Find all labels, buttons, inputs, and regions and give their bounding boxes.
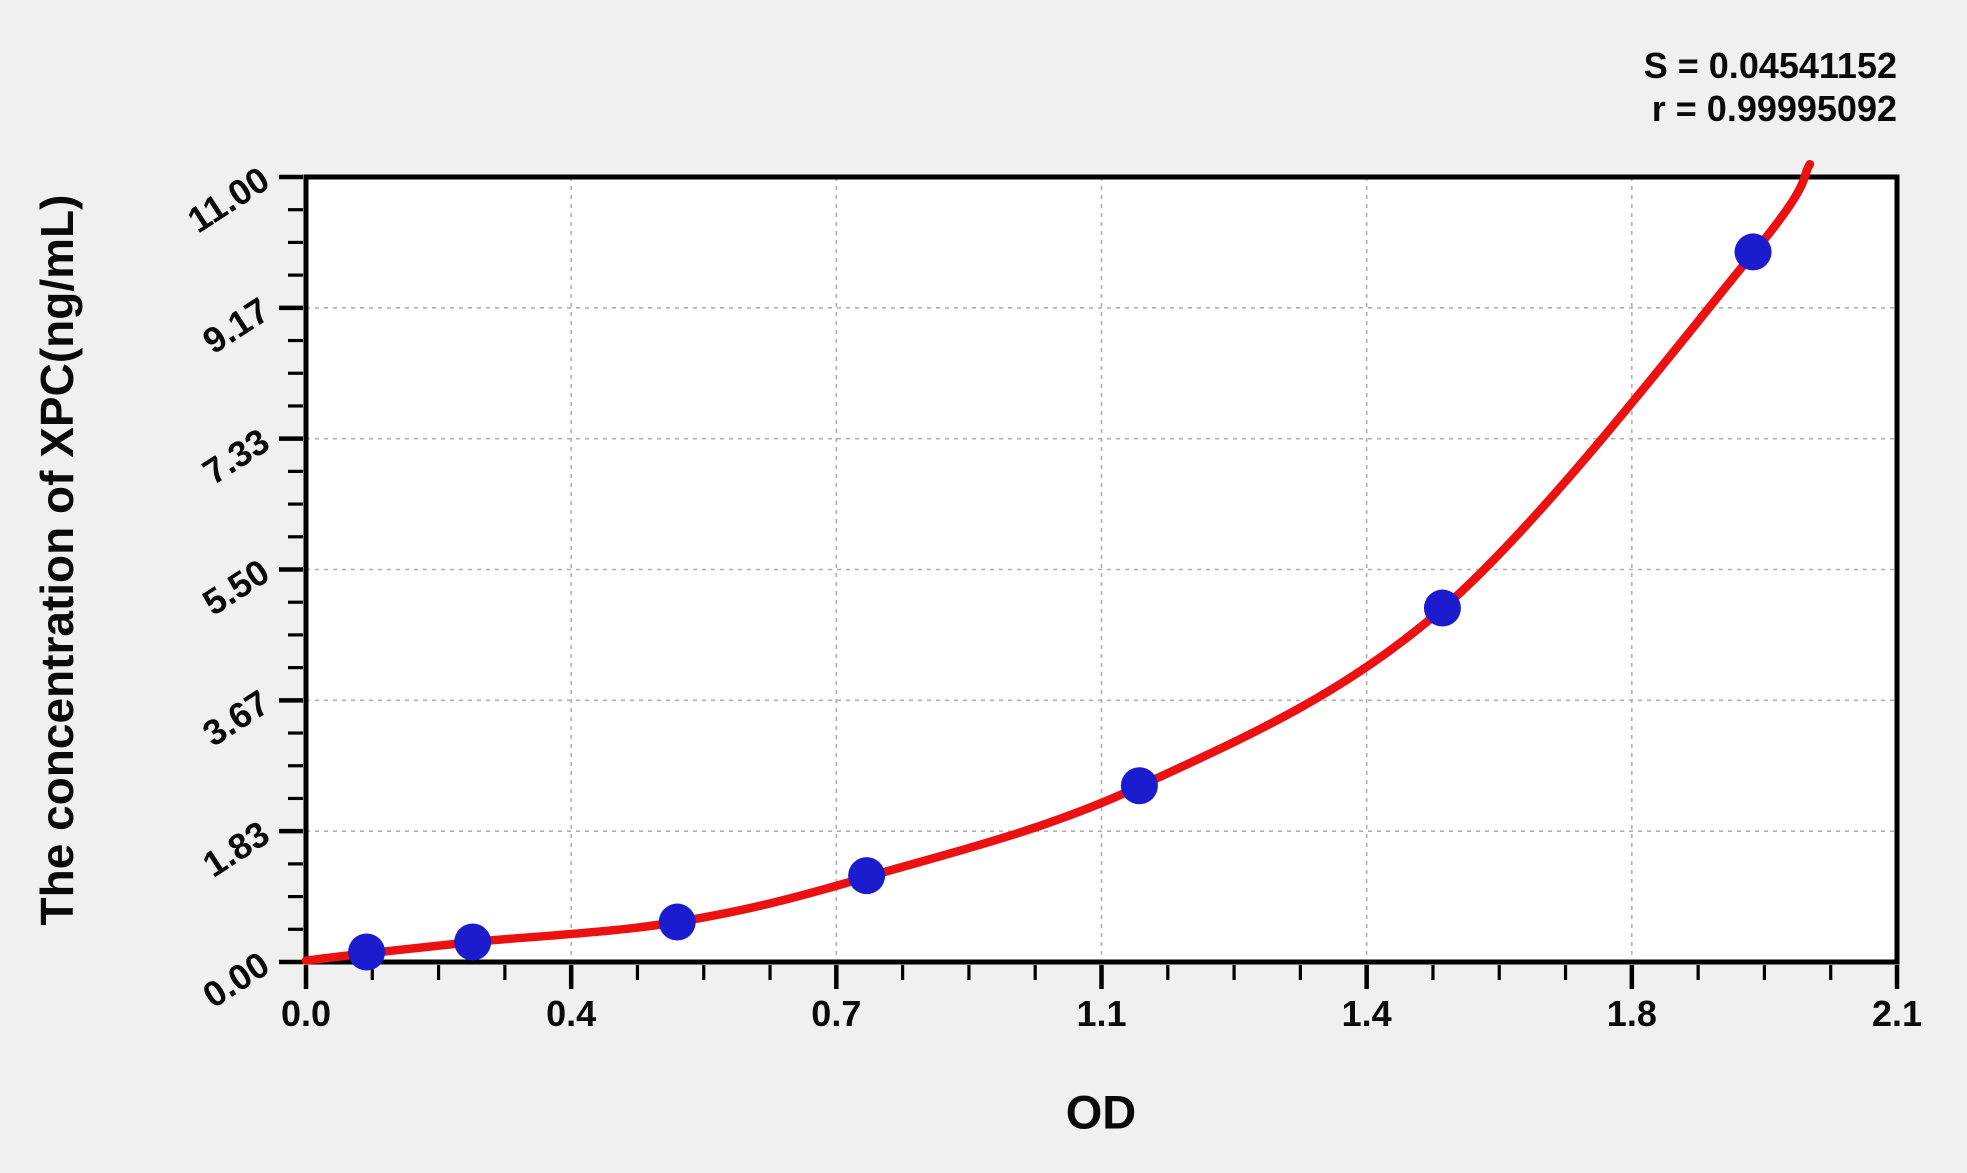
x-tick-label: 0.7 [811, 993, 861, 1034]
x-tick-label: 1.4 [1342, 993, 1392, 1034]
x-tick-label: 2.1 [1872, 993, 1922, 1034]
y-tick-label: 3.67 [195, 682, 276, 755]
plot-frame [303, 174, 1900, 965]
data-point [1120, 767, 1158, 805]
y-tick-label: 0.00 [195, 943, 276, 1016]
x-tick-label: 0.0 [281, 993, 331, 1034]
data-point [1734, 233, 1772, 271]
y-tick-label: 1.83 [195, 812, 276, 885]
x-tick-label: 1.1 [1076, 993, 1126, 1034]
data-point [658, 903, 696, 941]
y-tick-label: 11.00 [180, 158, 276, 240]
x-tick-label: 1.8 [1607, 993, 1657, 1034]
data-point [848, 857, 886, 895]
y-tick-label: 7.33 [195, 420, 276, 493]
data-point [454, 923, 492, 961]
correlation-value-text: r = 0.99995092 [1651, 88, 1897, 129]
slope-value-text: S = 0.04541152 [1643, 45, 1897, 86]
data-point [348, 933, 386, 971]
y-tick-label: 9.17 [195, 289, 276, 362]
fit-statistics: S = 0.04541152 r = 0.99995092 [1644, 44, 1897, 130]
x-tick-label: 0.4 [546, 993, 596, 1034]
y-tick-label: 5.50 [195, 551, 276, 624]
data-point [1423, 589, 1461, 627]
x-axis-title: OD [1065, 1085, 1137, 1139]
